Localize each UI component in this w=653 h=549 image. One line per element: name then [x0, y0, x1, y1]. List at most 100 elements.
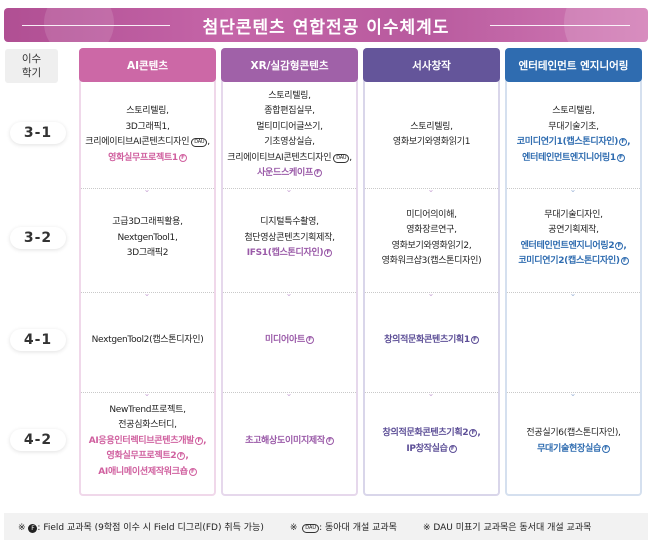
course-item: NewTrend프로젝트, [109, 403, 186, 419]
course-cell-4-1: 미디어아트 F [223, 291, 356, 390]
track-column: 서사창작 ⌄ ⌄ ⌄ 스토리텔링, 영화보기와영화읽기1 미디어의이해, 영화장르연구, 영화보… [363, 48, 500, 496]
semester-badge-4-1: 4-1 [10, 329, 66, 351]
course-item: IP창작실습 F [406, 442, 457, 458]
semester-badge-3-2: 3-2 [10, 227, 66, 249]
course-item: 코미디연기2(캡스톤디자인) F [518, 254, 629, 270]
course-name: AI애니메이션제작워크숍 [98, 466, 188, 477]
separator: , [174, 232, 178, 243]
field-icon: F [620, 257, 629, 265]
course-item: 무대기술현장실습 F [537, 442, 610, 458]
course-cell-4-1: NextgenTool2(캡스톤디자인) [81, 291, 214, 390]
field-icon: F [325, 436, 334, 445]
chevron-down-icon: ⌄ [427, 389, 435, 398]
course-item: 영화실무프로젝트2 F, [107, 449, 189, 465]
dau-badge-icon: DAU [191, 138, 208, 147]
course-item: 스토리텔링, [126, 104, 169, 120]
separator: , [308, 90, 311, 101]
semester-divider [365, 392, 498, 393]
separator: , [166, 106, 169, 116]
semester-divider [81, 188, 214, 189]
course-item: 멀티미디어글쓰기, [256, 120, 323, 136]
course-name: 공연기획제작 [548, 225, 597, 235]
course-item: 디지털특수촬영, [260, 215, 319, 231]
course-name: 무대기술현장실습 [537, 443, 601, 454]
course-name: 크리에이티브AI콘텐츠디자인 [227, 152, 332, 163]
separator: , [468, 240, 472, 251]
course-item: 엔터테인먼트엔지니어링1 F [522, 151, 625, 167]
course-name: 첨단영상콘텐츠기획제작 [244, 232, 333, 243]
field-icon: F [28, 524, 38, 533]
semester-column-header: 이수 학기 [5, 49, 58, 83]
chevron-down-icon: ⌄ [285, 289, 293, 298]
separator: , [450, 121, 453, 132]
course-item: 크리에이티브AI콘텐츠디자인 DAU, [227, 151, 352, 167]
course-item: 스토리텔링, [268, 89, 311, 105]
chevron-down-icon: ⌄ [143, 289, 151, 298]
course-name: 영화실무프로젝트1 [108, 152, 178, 163]
separator: , [312, 137, 315, 147]
chevron-down-icon: ⌄ [569, 289, 577, 298]
course-name: 영화보기와영화읽기2 [391, 240, 470, 251]
course-cell-3-2: 미디어의이해, 영화장르연구, 영화보기와영화읽기2, 영화워크샵3(캡스톤디자인) [365, 187, 498, 290]
course-item: 무대기술디자인, [544, 208, 603, 224]
course-item: 사운드스케이프 F [257, 166, 322, 182]
course-item: AI응용인터렉티브콘텐츠개발 F, [89, 434, 207, 450]
course-item: 무대기술기초, [548, 120, 599, 136]
chevron-down-icon: ⌄ [285, 389, 293, 398]
course-item: 창의적문화콘텐츠기획1 F [384, 333, 479, 349]
field-icon: F [324, 249, 333, 258]
course-item: AI애니메이션제작워크숍 F [98, 465, 197, 481]
semester-divider [365, 292, 498, 293]
chevron-down-icon: ⌄ [143, 185, 151, 194]
separator: , [203, 435, 207, 446]
course-item: 전공심화스터디, [118, 418, 177, 434]
course-item: 미디어아트 F [265, 333, 314, 349]
course-item: 첨단영상콘텐츠기획제작, [244, 231, 335, 247]
track-header: XR/실감형콘텐츠 [221, 48, 358, 82]
separator: , [320, 121, 323, 132]
course-item: NextgenTool1, [117, 231, 177, 247]
track-column: 엔터테인먼트 엔지니어링 ⌄ ⌄ ⌄ 스토리텔링, 무대기술기초, 코미디연기1(캡스톤디자… [505, 48, 642, 496]
field-icon: F [313, 169, 322, 177]
course-item: 스토리텔링, [552, 104, 595, 120]
legend-footer: ※ F: Field 교과목 (9학점 이수 시 Field 디그리(FD) 취… [4, 513, 648, 540]
course-cell-4-1: 창의적문화콘텐츠기획1 F [365, 291, 498, 390]
legend-dau: ※ DAU: 동아대 개설 교과목 [289, 523, 397, 533]
semester-divider [507, 392, 640, 393]
separator: , [454, 209, 457, 220]
course-cell-3-1: 스토리텔링, 영화보기와영화읽기1 [365, 84, 498, 186]
course-name: IFS1(캡스톤디자인) [246, 248, 324, 259]
course-name: 창의적문화콘텐츠기획1 [384, 334, 470, 345]
chevron-down-icon: ⌄ [427, 185, 435, 194]
title-banner: 첨단콘텐츠 연합전공 이수체계도 [4, 8, 648, 42]
course-cell-4-1 [507, 291, 640, 390]
course-name: NewTrend프로젝트 [109, 404, 184, 415]
page-title: 첨단콘텐츠 연합전공 이수체계도 [202, 18, 450, 38]
field-icon: F [177, 452, 186, 461]
course-name: 코미디연기2(캡스톤디자인) [518, 256, 620, 266]
separator: , [349, 152, 352, 163]
separator: , [180, 217, 183, 228]
course-name: 스토리텔링 [552, 106, 593, 116]
chevron-down-icon: ⌄ [569, 389, 577, 398]
course-cell-3-1: 스토리텔링, 3D그래픽1, 크리에이티브AI콘텐츠디자인 DAU, 영화실무프로젝트1… [81, 84, 214, 186]
separator: , [627, 137, 631, 147]
separator: , [477, 428, 481, 438]
semester-divider [223, 292, 356, 293]
track-column: AI콘텐츠 ⌄ ⌄ ⌄ 스토리텔링, 3D그래픽1, 크리에이티브AI콘텐츠디자인 DAU, 영… [79, 48, 216, 496]
course-item: 기초영상실습, [264, 135, 315, 151]
field-icon: F [615, 241, 624, 250]
course-name: 전공심화스터디 [118, 420, 175, 431]
legend-dongseo: ※ DAU 미표기 교과목은 동서대 개설 교과목 [422, 523, 592, 533]
separator: , [185, 451, 189, 462]
course-item: 미디어의이해, [406, 208, 457, 224]
course-name: 영화보기와영화읽기1 [392, 137, 471, 147]
course-cell-4-2: 창의적문화콘텐츠기획2 F, IP창작실습 F [365, 391, 498, 492]
semester-badge-4-2: 4-2 [10, 429, 66, 451]
course-cell-3-2: 디지털특수촬영, 첨단영상콘텐츠기획제작, IFS1(캡스톤디자인) F [223, 187, 356, 290]
field-icon: F [178, 153, 187, 162]
course-name: 영화장르연구 [406, 225, 455, 235]
course-name: 종합편집실무 [264, 106, 313, 116]
separator: , [332, 232, 335, 243]
course-name: 미디어아트 [265, 334, 305, 345]
